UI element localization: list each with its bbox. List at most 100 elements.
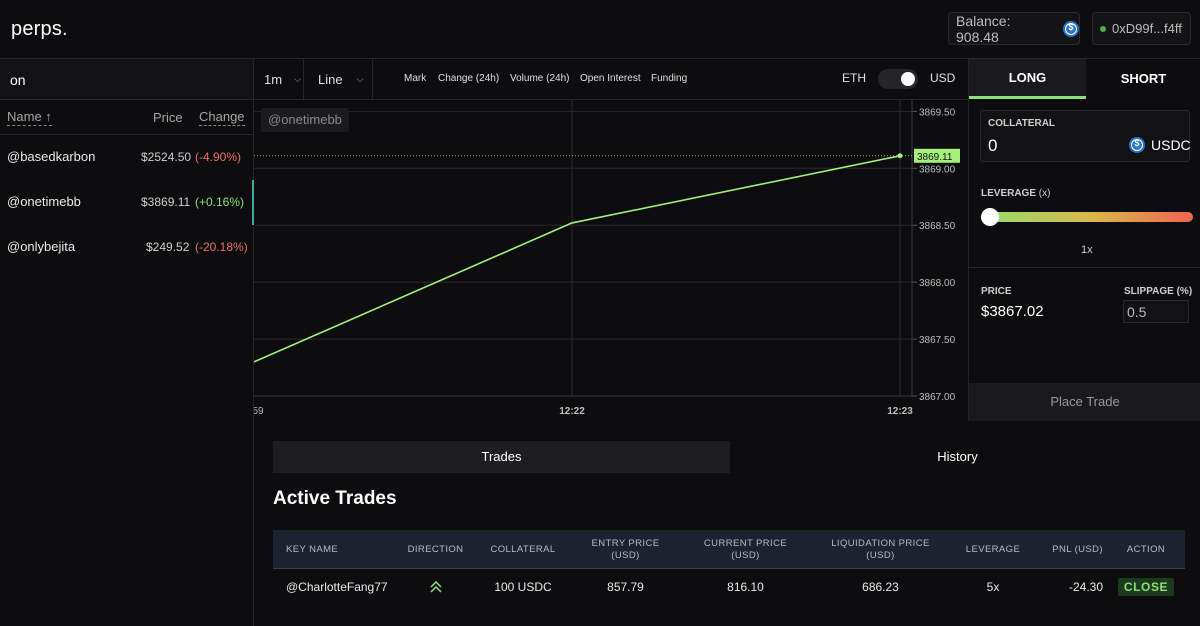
- tab-history[interactable]: History: [937, 449, 978, 464]
- metric-open-interest[interactable]: Open Interest: [580, 73, 641, 84]
- list-item[interactable]: @basedkarbon $2524.50 (-4.90%): [0, 135, 253, 180]
- slippage-input[interactable]: [1123, 300, 1189, 323]
- y-tick-label: 3868.00: [919, 278, 956, 289]
- collateral-field[interactable]: COLLATERAL 0 USDC: [980, 110, 1191, 162]
- item-name: @basedkarbon: [7, 149, 96, 164]
- item-price: $3869.11: [141, 195, 191, 209]
- row-direction: [393, 569, 478, 605]
- leverage-label: LEVERAGE (x): [981, 188, 1050, 199]
- trades-tabs: Trades History: [273, 441, 1185, 473]
- collateral-label: COLLATERAL: [988, 118, 1056, 129]
- item-change: (+0.16%): [195, 195, 245, 209]
- y-tick-label: 3869.50: [919, 107, 956, 118]
- usdc-icon: [1129, 137, 1145, 153]
- chart-svg: 3869.50 3869.00 3868.50 3868.00 3867.50 3867.…: [254, 100, 960, 417]
- chevron-down-icon: ⌵: [294, 74, 301, 84]
- item-change: (-20.18%): [195, 240, 248, 254]
- current-price-tag-label: 3869.11: [917, 152, 953, 163]
- app-logo[interactable]: perps.: [11, 18, 68, 40]
- chart-type-select[interactable]: Line ⌵: [304, 59, 373, 100]
- table-row: @CharlotteFang77 100 USDC 857.79 816.10 …: [273, 569, 1185, 605]
- close-trade-button[interactable]: CLOSE: [1117, 578, 1175, 596]
- divider: [969, 267, 1200, 268]
- col-action: ACTION: [1126, 543, 1166, 555]
- leverage-slider-handle[interactable]: [981, 208, 999, 226]
- balance-display: Balance: 908.48: [948, 12, 1080, 45]
- row-leverage: 5x: [986, 580, 1000, 594]
- interval-value: 1m: [264, 72, 283, 87]
- toggle-right-label: USD: [930, 71, 956, 85]
- row-entry-price: 857.79: [607, 580, 644, 594]
- chart-watermark: @onetimebb: [261, 108, 349, 132]
- metric-mark[interactable]: Mark: [404, 73, 427, 84]
- row-pnl: -24.30: [1068, 580, 1103, 594]
- col-liquidation-price: LIQUIDATION PRICE (USD): [831, 537, 930, 561]
- trades-table-header: KEY NAME DIRECTION COLLATERAL ENTRY PRIC…: [273, 530, 1185, 569]
- current-price-tag: [914, 148, 960, 163]
- last-point: [897, 153, 903, 159]
- price-line: [254, 155, 901, 363]
- leverage-value: 1x: [1081, 244, 1093, 256]
- y-tick-label: 3867.50: [919, 335, 956, 346]
- top-header: perps. Balance: 908.48 0xD99f...f4ff: [0, 0, 1200, 59]
- place-trade-button[interactable]: Place Trade: [969, 383, 1200, 421]
- chart-grid: [254, 100, 912, 397]
- double-chevron-up-icon: [429, 581, 442, 593]
- usdc-icon: [1063, 20, 1079, 37]
- price-chart[interactable]: 3869.50 3869.00 3868.50 3868.00 3867.50 3867.…: [254, 100, 968, 420]
- leverage-label-text: LEVERAGE: [981, 188, 1037, 199]
- row-current-price: 816.10: [727, 580, 764, 594]
- search-input[interactable]: [0, 59, 253, 100]
- item-price: $249.52: [146, 240, 190, 254]
- item-name: @onetimebb: [7, 194, 81, 209]
- leverage-slider-track[interactable]: [989, 212, 1193, 222]
- currency-toggle[interactable]: [878, 69, 918, 89]
- metric-change[interactable]: Change (24h): [438, 73, 500, 84]
- search-bar: [0, 59, 253, 100]
- trade-panel: LONG SHORT COLLATERAL 0 USDC LEVERAGE (x…: [968, 59, 1200, 421]
- col-leverage: LEVERAGE: [965, 543, 1021, 555]
- item-price: $2524.50: [141, 150, 192, 164]
- metric-funding[interactable]: Funding: [651, 73, 688, 84]
- interval-select[interactable]: 1m ⌵: [254, 59, 304, 100]
- collateral-value[interactable]: 0: [988, 136, 998, 155]
- row-key-name[interactable]: @CharlotteFang77: [286, 580, 388, 594]
- col-pnl: PNL (USD): [1052, 543, 1103, 555]
- tab-long[interactable]: LONG: [969, 59, 1086, 99]
- x-tick-label: 59: [254, 406, 264, 417]
- price-value: $3867.02: [981, 303, 1044, 320]
- metric-volume[interactable]: Volume (24h): [510, 73, 570, 84]
- list-header: Name ↑ Price Change: [0, 100, 253, 135]
- y-tick-label: 3869.00: [919, 164, 956, 175]
- x-tick-label: 12:22: [559, 406, 585, 417]
- wallet-address: 0xD99f...f4ff: [1112, 21, 1182, 36]
- change-header[interactable]: Change: [199, 109, 245, 126]
- y-tick-label: 3868.50: [919, 221, 956, 232]
- y-axis: 3869.50 3869.00 3868.50 3868.00 3867.50 3867.…: [911, 100, 956, 403]
- price-label: PRICE: [981, 286, 1012, 297]
- col-direction: DIRECTION: [407, 543, 464, 555]
- wallet-button[interactable]: 0xD99f...f4ff: [1092, 12, 1191, 45]
- chart-toolbar: 1m ⌵ Line ⌵ Mark Change (24h) Volume (24…: [254, 59, 968, 100]
- x-tick-label: 12:23: [887, 406, 913, 417]
- collateral-currency: USDC: [1129, 137, 1191, 153]
- chart-plot: 3869.11: [254, 148, 960, 363]
- sort-name-header[interactable]: Name ↑: [7, 109, 52, 126]
- x-axis: 59 12:22 12:23: [254, 395, 913, 417]
- list-item[interactable]: @onetimebb $3869.11 (+0.16%): [0, 180, 254, 225]
- collateral-currency-label: USDC: [1151, 137, 1191, 153]
- row-action: CLOSE: [1113, 569, 1179, 605]
- list-item[interactable]: @onlybejita $249.52 (-20.18%): [0, 225, 253, 270]
- row-collateral: 100 USDC: [494, 580, 552, 594]
- item-name: @onlybejita: [7, 239, 76, 254]
- row-liquidation-price: 686.23: [862, 580, 899, 594]
- col-key-name: KEY NAME: [286, 543, 339, 555]
- col-current-price: CURRENT PRICE (USD): [703, 537, 788, 561]
- col-collateral: COLLATERAL: [490, 543, 556, 555]
- chevron-down-icon: ⌵: [356, 74, 364, 84]
- item-change: (-4.90%): [195, 150, 242, 164]
- tab-short[interactable]: SHORT: [1120, 71, 1167, 86]
- tab-trades[interactable]: Trades: [273, 441, 730, 473]
- price-header: Price: [153, 110, 183, 125]
- active-trades-title: Active Trades: [273, 488, 397, 509]
